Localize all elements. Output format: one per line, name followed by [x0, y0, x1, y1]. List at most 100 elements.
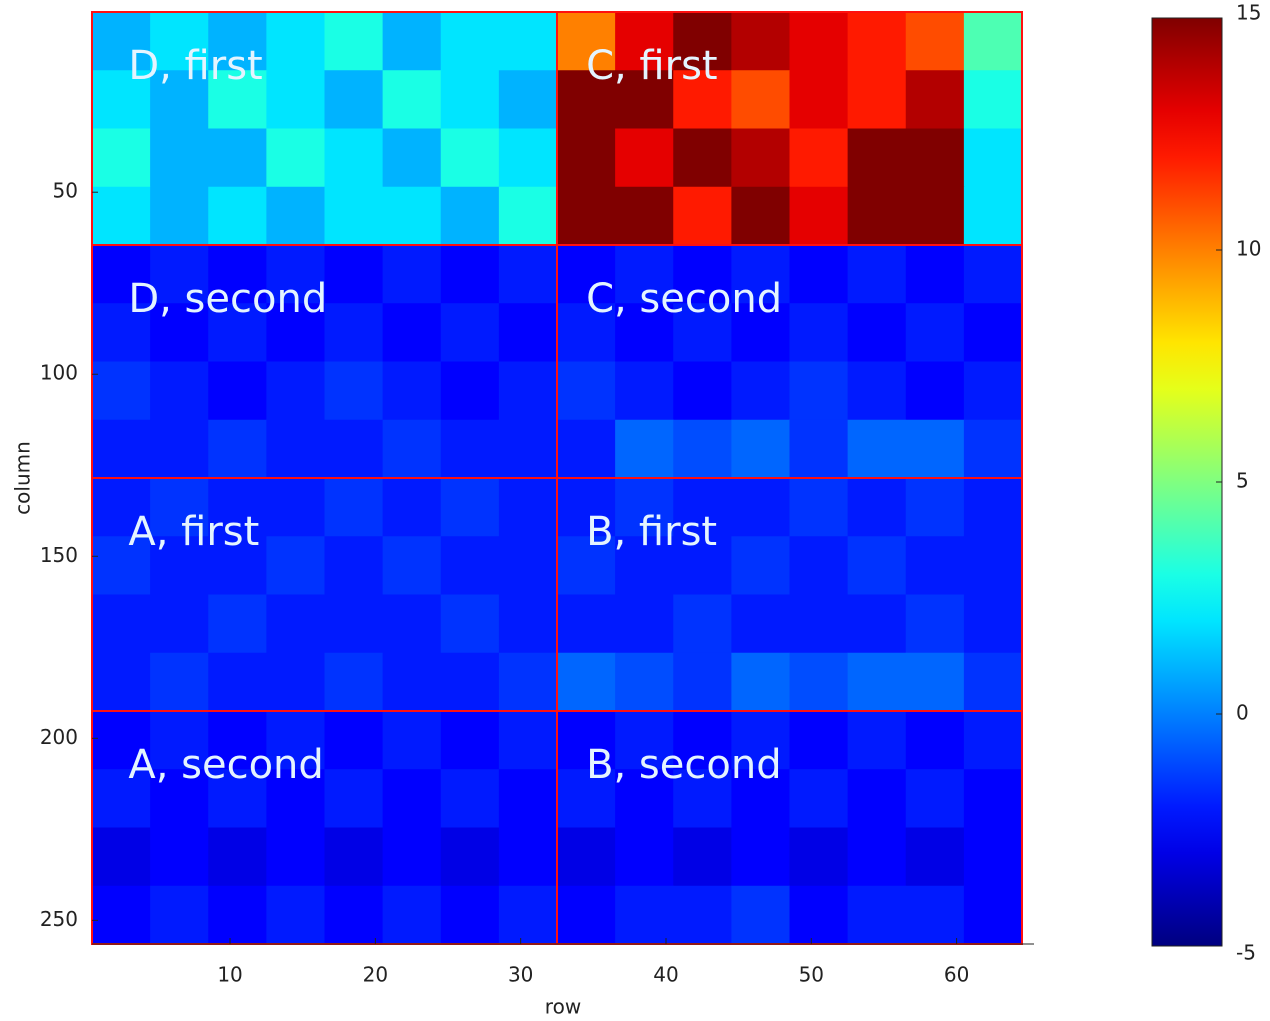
- heatmap-cell: [557, 536, 616, 595]
- heatmap-cell: [498, 885, 558, 945]
- heatmap-cell: [92, 594, 151, 654]
- heatmap-cell: [382, 536, 442, 595]
- heatmap-cell: [92, 128, 151, 188]
- heatmap-cell: [963, 361, 1023, 421]
- heatmap-cell: [208, 361, 267, 421]
- heatmap-cell: [92, 419, 151, 479]
- heatmap-cell: [498, 128, 558, 188]
- heatmap-cell: [673, 70, 732, 129]
- heatmap-cell: [266, 128, 325, 188]
- heatmap-cell: [150, 186, 209, 246]
- heatmap-cell: [615, 245, 674, 304]
- y-axis-label: column: [11, 441, 35, 515]
- heatmap-cell: [963, 885, 1023, 945]
- heatmap-cell: [382, 128, 442, 188]
- heatmap-cell: [440, 12, 500, 71]
- heatmap-cell: [673, 711, 732, 770]
- heatmap-cell: [498, 245, 558, 304]
- colorbar-tick-label: 0: [1236, 701, 1249, 725]
- heatmap-cell: [615, 419, 674, 479]
- region-label: B, first: [586, 509, 717, 555]
- heatmap-cell: [905, 711, 965, 770]
- region-label: D, first: [128, 43, 262, 89]
- heatmap-cell: [324, 419, 384, 479]
- heatmap-cell: [498, 594, 558, 654]
- heatmap-cell: [847, 478, 907, 537]
- heatmap-cell: [847, 128, 907, 188]
- heatmap-cell: [847, 711, 907, 770]
- heatmap-cell: [789, 536, 849, 595]
- heatmap-cell: [847, 186, 907, 246]
- heatmap-cell: [557, 70, 616, 129]
- heatmap-cell: [789, 885, 849, 945]
- heatmap-cell: [731, 128, 790, 188]
- x-tick-label: 50: [799, 963, 824, 987]
- heatmap-cell: [557, 303, 616, 362]
- heatmap-cell: [789, 303, 849, 362]
- heatmap-cell: [266, 827, 325, 887]
- heatmap-cell: [382, 478, 442, 537]
- heatmap-cell: [615, 711, 674, 770]
- heatmap-cell: [731, 478, 790, 537]
- heatmap-cell: [498, 186, 558, 246]
- heatmap-cell: [905, 536, 965, 595]
- colorbar-tick-label: 15: [1236, 1, 1261, 25]
- heatmap-cell: [615, 827, 674, 887]
- heatmap-cell: [382, 769, 442, 828]
- heatmap-cell: [92, 303, 151, 362]
- heatmap-cell: [905, 478, 965, 537]
- heatmap-cell: [905, 594, 965, 654]
- heatmap-cell: [673, 536, 732, 595]
- heatmap-cell: [731, 245, 790, 304]
- heatmap-cell: [615, 478, 674, 537]
- heatmap-cell: [150, 245, 209, 304]
- heatmap-cell: [731, 186, 790, 246]
- heatmap-cell: [440, 711, 500, 770]
- heatmap-cell: [847, 652, 907, 712]
- heatmap-cell: [208, 303, 267, 362]
- heatmap-cell: [92, 536, 151, 595]
- heatmap-cell: [731, 711, 790, 770]
- heatmap-cell: [963, 769, 1023, 828]
- heatmap-cell: [673, 361, 732, 421]
- heatmap-cell: [498, 12, 558, 71]
- heatmap-cell: [150, 594, 209, 654]
- heatmap-cell: [963, 303, 1023, 362]
- heatmap-cell: [150, 652, 209, 712]
- heatmap-cell: [150, 769, 209, 828]
- region-label: A, second: [128, 742, 323, 788]
- heatmap-cell: [498, 303, 558, 362]
- heatmap-cell: [440, 186, 500, 246]
- heatmap-cell: [615, 361, 674, 421]
- heatmap-cell: [150, 12, 209, 71]
- heatmap-cell: [963, 12, 1023, 71]
- heatmap-cell: [615, 594, 674, 654]
- heatmap-cell: [150, 711, 209, 770]
- region-label: C, first: [586, 43, 718, 89]
- heatmap-cell: [324, 478, 384, 537]
- heatmap-cell: [731, 419, 790, 479]
- heatmap-cell: [673, 303, 732, 362]
- heatmap-cell: [963, 536, 1023, 595]
- heatmap-cell: [440, 478, 500, 537]
- heatmap-cell: [905, 245, 965, 304]
- heatmap-cell: [615, 769, 674, 828]
- region-label: B, second: [586, 742, 782, 788]
- heatmap-cell: [208, 245, 267, 304]
- y-tick-label: 250: [40, 907, 78, 931]
- heatmap-cell: [963, 128, 1023, 188]
- x-tick-label: 20: [363, 963, 388, 987]
- heatmap-cell: [615, 70, 674, 129]
- heatmap-cell: [963, 652, 1023, 712]
- heatmap-cell: [150, 827, 209, 887]
- heatmap-cell: [382, 361, 442, 421]
- heatmap-cell: [789, 12, 849, 71]
- heatmap-cell: [498, 769, 558, 828]
- heatmap-cell: [266, 652, 325, 712]
- heatmap-cell: [266, 769, 325, 828]
- heatmap-cell: [266, 245, 325, 304]
- heatmap-cell: [266, 419, 325, 479]
- heatmap-cell: [615, 303, 674, 362]
- region-label: C, second: [586, 276, 782, 322]
